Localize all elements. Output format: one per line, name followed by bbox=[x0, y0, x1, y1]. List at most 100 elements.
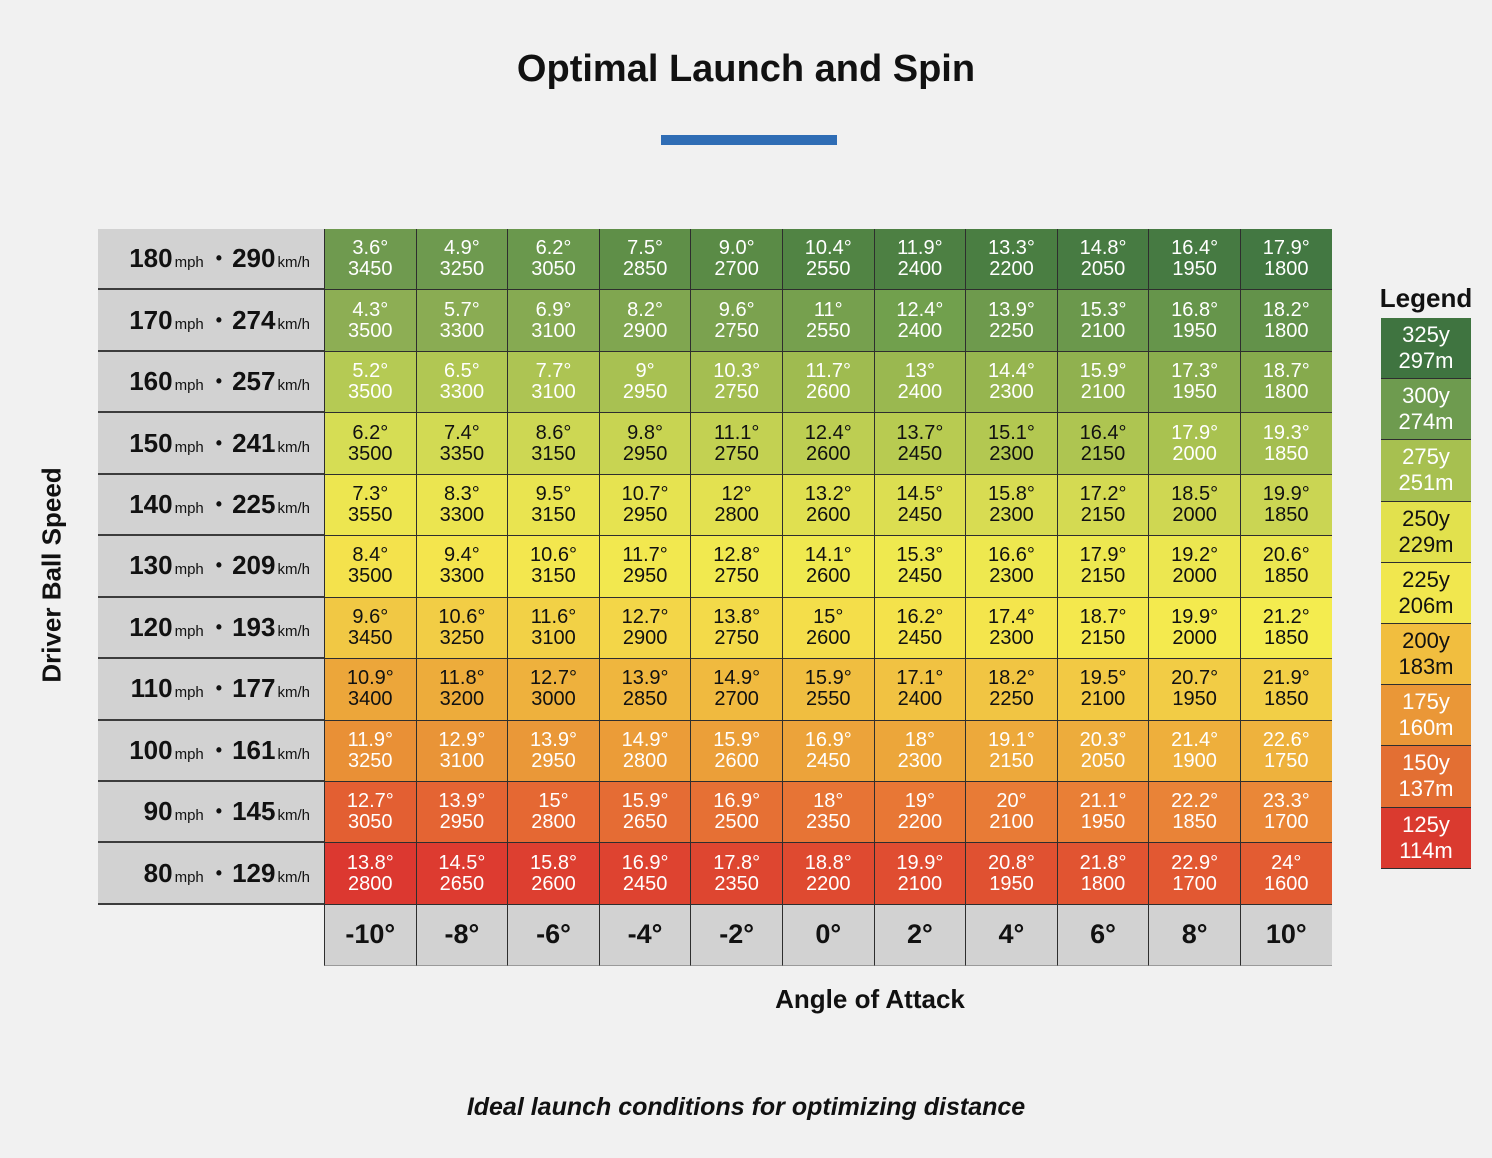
speed-mph: 90 bbox=[143, 796, 173, 827]
spin-rate: 3050 bbox=[531, 258, 576, 281]
spin-rate: 1850 bbox=[1263, 688, 1309, 711]
spin-rate: 2950 bbox=[622, 565, 668, 588]
table-cell: 13.8° 2800 bbox=[324, 843, 416, 905]
launch-angle: 21.8° bbox=[1079, 851, 1127, 874]
spin-rate: 2600 bbox=[714, 749, 759, 772]
speed-mph: 170 bbox=[129, 304, 173, 335]
launch-angle: 9.6° bbox=[718, 298, 755, 321]
speed-kmh: 257 bbox=[232, 366, 276, 397]
table-cell: 10.7° 2950 bbox=[598, 474, 691, 537]
legend-meters: 251m bbox=[1398, 470, 1454, 496]
table-cell: 11.7° 2600 bbox=[781, 351, 874, 414]
table-cell: 19.9° 2000 bbox=[1148, 597, 1240, 660]
launch-angle: 18.7° bbox=[1079, 605, 1127, 628]
spin-rate: 3200 bbox=[439, 688, 485, 711]
spin-rate: 1800 bbox=[1263, 381, 1309, 404]
table-cell: 16.8° 1950 bbox=[1148, 290, 1240, 352]
row-header: 170 mph • 274 km/h bbox=[98, 290, 324, 352]
launch-angle: 21.2° bbox=[1262, 605, 1310, 628]
spin-rate: 2400 bbox=[897, 258, 943, 281]
table-cell: 7.7° 3100 bbox=[507, 351, 599, 414]
launch-angle: 17.1° bbox=[896, 667, 944, 690]
launch-angle: 13° bbox=[904, 360, 935, 383]
launch-angle: 17.9° bbox=[1079, 544, 1127, 567]
table-cell: 13.9° 2950 bbox=[507, 720, 599, 782]
launch-angle: 21.4° bbox=[1171, 728, 1219, 751]
unit-mph: mph bbox=[174, 622, 204, 640]
spin-rate: 2700 bbox=[714, 688, 759, 711]
spin-rate: 3400 bbox=[348, 688, 393, 711]
spin-rate: 2800 bbox=[622, 749, 668, 772]
spin-rate: 1850 bbox=[1263, 503, 1309, 526]
table-cell: 15.8° 2300 bbox=[965, 474, 1057, 537]
column-header: 6° bbox=[1056, 904, 1149, 966]
launch-angle: 11.7° bbox=[805, 360, 851, 383]
table-cell: 16.6° 2300 bbox=[965, 536, 1057, 598]
legend-meters: 114m bbox=[1399, 837, 1453, 863]
unit-kmh: km/h bbox=[277, 622, 310, 640]
caption: Ideal launch conditions for optimizing d… bbox=[466, 1093, 1026, 1121]
column-header: 2° bbox=[873, 904, 966, 966]
table-cell: 13° 2400 bbox=[873, 351, 966, 414]
table-cell: 7.3° 3550 bbox=[324, 474, 416, 537]
launch-angle: 16.4° bbox=[1079, 421, 1127, 444]
launch-angle: 3.6° bbox=[352, 237, 389, 260]
table-cell: 22.2° 1850 bbox=[1148, 781, 1240, 844]
spin-rate: 2250 bbox=[989, 688, 1034, 711]
table-cell: 18° 2350 bbox=[781, 781, 874, 844]
launch-angle: 17.9° bbox=[1171, 421, 1219, 444]
row-header: 120 mph • 193 km/h bbox=[98, 597, 324, 660]
table-cell: 8.6° 3150 bbox=[507, 413, 599, 475]
spin-rate: 2750 bbox=[714, 442, 759, 465]
speed-mph: 80 bbox=[143, 857, 173, 888]
spin-rate: 2100 bbox=[1080, 381, 1126, 404]
spin-rate: 2150 bbox=[1080, 565, 1126, 588]
separator-dot: • bbox=[215, 493, 223, 514]
launch-angle: 19.3° bbox=[1262, 421, 1310, 444]
spin-rate: 2150 bbox=[1080, 503, 1126, 526]
table-cell: 13.2° 2600 bbox=[781, 474, 874, 537]
table-cell: 15.3° 2100 bbox=[1056, 290, 1149, 352]
spin-rate: 1850 bbox=[1172, 811, 1217, 834]
legend-yards: 275y bbox=[1402, 444, 1450, 470]
legend-title: Legend bbox=[1379, 283, 1473, 313]
table-cell: 16.9° 2450 bbox=[598, 843, 691, 905]
launch-angle: 16.9° bbox=[621, 851, 669, 874]
table-cell: 16.4° 2150 bbox=[1056, 413, 1149, 475]
table-cell: 6.2° 3050 bbox=[507, 229, 599, 291]
launch-angle: 13.9° bbox=[438, 790, 486, 813]
speed-kmh: 274 bbox=[232, 304, 276, 335]
table-cell: 8.3° 3300 bbox=[415, 474, 508, 537]
launch-angle: 9.4° bbox=[443, 544, 480, 567]
row-header: 100 mph • 161 km/h bbox=[98, 720, 324, 782]
legend-item: 275y 251m bbox=[1381, 440, 1471, 502]
table-cell: 17.3° 1950 bbox=[1148, 351, 1240, 414]
launch-angle: 12.4° bbox=[896, 298, 944, 321]
table-cell: 15.1° 2300 bbox=[965, 413, 1057, 475]
spin-rate: 1950 bbox=[1172, 319, 1217, 342]
launch-angle: 8.6° bbox=[535, 421, 572, 444]
spin-rate: 3300 bbox=[439, 503, 485, 526]
spin-rate: 2600 bbox=[806, 626, 851, 649]
launch-angle: 9.5° bbox=[535, 482, 572, 505]
column-header: -4° bbox=[598, 904, 691, 966]
launch-spin-table: 180 mph • 290 km/h 3.6° 3450 4.9° 3250 6.2° 3050 7.… bbox=[98, 229, 1332, 966]
launch-angle: 8.3° bbox=[443, 482, 480, 505]
legend-yards: 300y bbox=[1402, 383, 1450, 409]
legend-yards: 175y bbox=[1402, 689, 1450, 715]
launch-angle: 20.3° bbox=[1079, 728, 1127, 751]
legend-item: 225y 206m bbox=[1381, 562, 1471, 624]
row-header: 140 mph • 225 km/h bbox=[98, 474, 324, 537]
table-cell: 5.7° 3300 bbox=[415, 290, 508, 352]
separator-dot: • bbox=[215, 371, 223, 392]
launch-angle: 6.2° bbox=[535, 237, 572, 260]
spin-rate: 2650 bbox=[439, 872, 485, 895]
launch-angle: 6.9° bbox=[535, 298, 572, 321]
spin-rate: 3450 bbox=[348, 258, 393, 281]
launch-angle: 5.7° bbox=[443, 298, 480, 321]
row-header: 90 mph • 145 km/h bbox=[98, 781, 324, 844]
launch-angle: 16.8° bbox=[1171, 298, 1219, 321]
table-cell: 12.7° 2900 bbox=[598, 597, 691, 660]
spin-rate: 2300 bbox=[989, 381, 1034, 404]
table-cell: 13.9° 2850 bbox=[598, 659, 691, 721]
